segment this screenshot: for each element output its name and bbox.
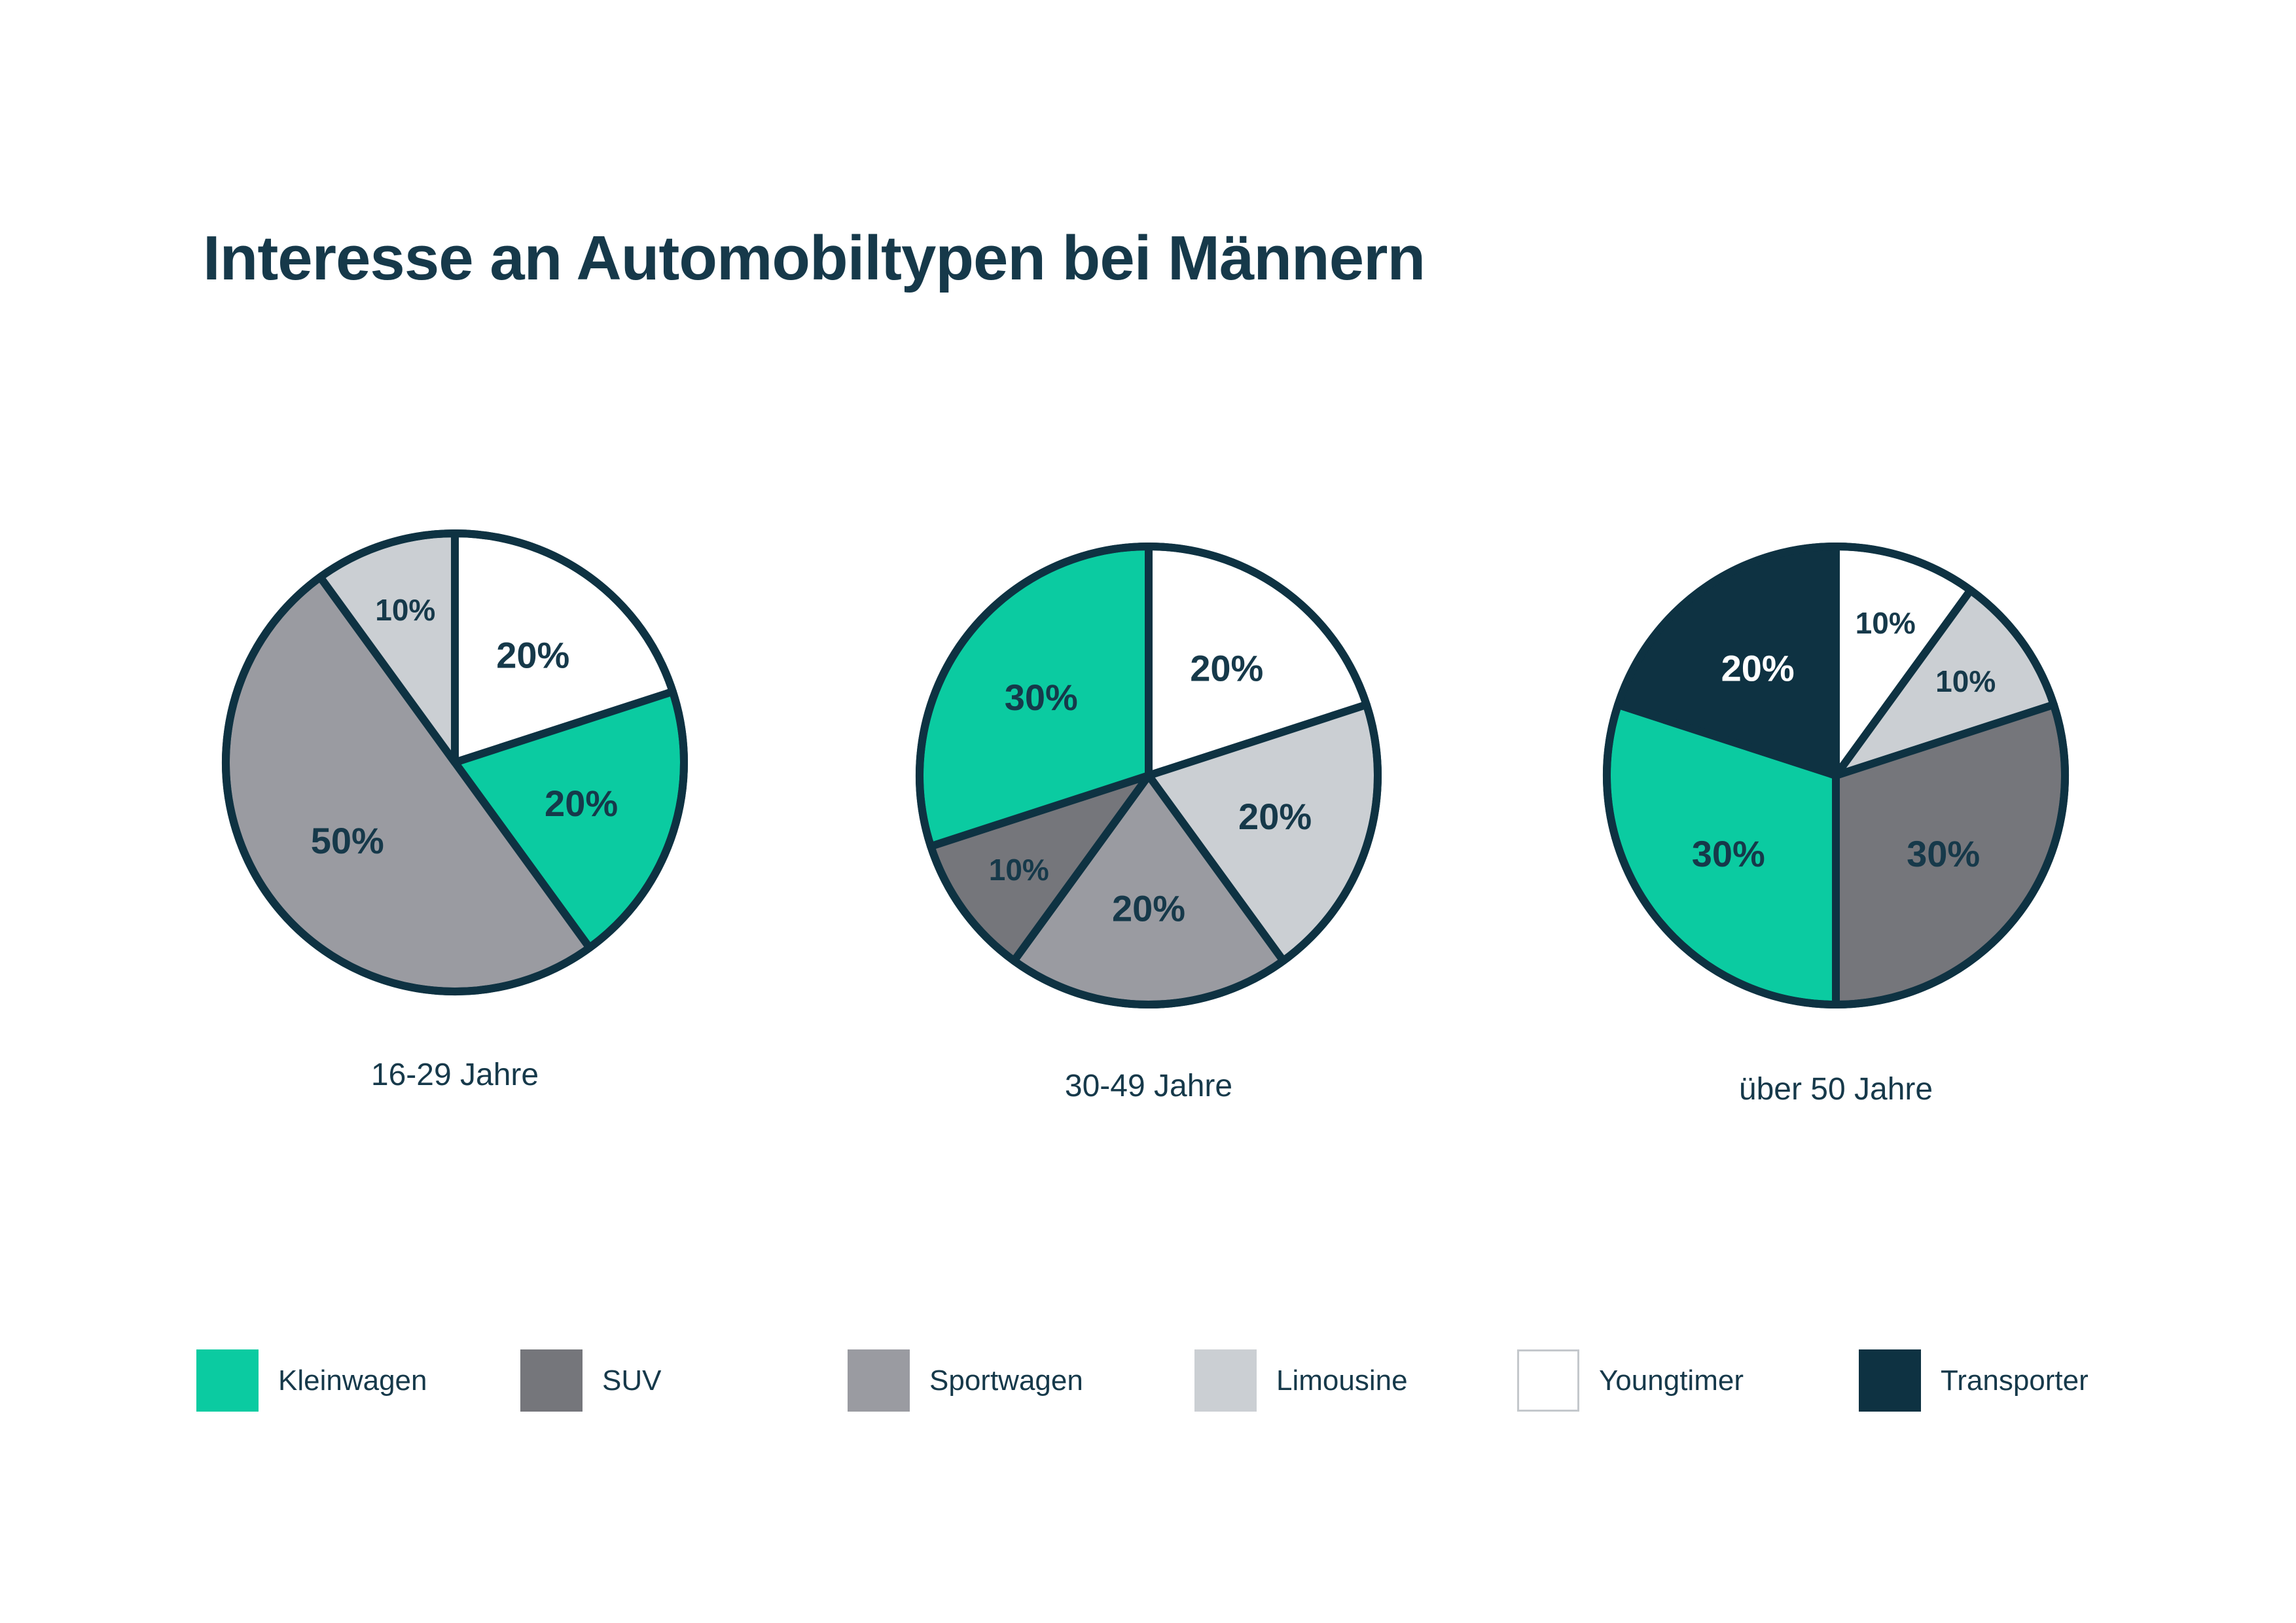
- pie-slice-label: 10%: [1935, 664, 1996, 698]
- legend-item-sportwagen: Sportwagen: [848, 1349, 1083, 1412]
- pie-caption-30-49: 30-49 Jahre: [1064, 1069, 1233, 1103]
- legend-swatch-suv: [520, 1349, 583, 1412]
- pie-slice-label: 10%: [1856, 606, 1916, 640]
- legend-item-suv: SUV: [520, 1349, 661, 1412]
- pie-chart-16-29: 20% 20% 50% 10%: [206, 514, 704, 1011]
- page-title: Interesse an Automobiltypen bei Männern: [203, 223, 1426, 293]
- pie-slice-label: 10%: [375, 593, 435, 627]
- pie-slice-label: 30%: [1907, 833, 1980, 874]
- pie-slice-label: 30%: [1005, 677, 1078, 718]
- legend-swatch-kleinwagen: [196, 1349, 259, 1412]
- pie-svg: 20% 20% 20% 10% 30%: [916, 543, 1382, 1008]
- legend: Kleinwagen SUV Sportwagen Limousine Youn…: [0, 1349, 2296, 1415]
- pie-caption-16-29: 16-29 Jahre: [370, 1058, 539, 1092]
- legend-swatch-limousine: [1194, 1349, 1257, 1412]
- pie-slice-label: 20%: [545, 783, 618, 824]
- pie-caption-ueber-50: über 50 Jahre: [1738, 1072, 1933, 1107]
- pie-chart-ueber-50: 10% 10% 30% 30% 20%: [1587, 527, 2085, 1024]
- legend-label: SUV: [602, 1364, 662, 1397]
- legend-label: Youngtimer: [1599, 1364, 1744, 1397]
- pie-outline: [916, 543, 1382, 1008]
- pie-slice-label: 50%: [311, 820, 384, 861]
- legend-swatch-sportwagen: [848, 1349, 910, 1412]
- pie-outline: [1603, 543, 2069, 1008]
- legend-label: Transporter: [1941, 1364, 2089, 1397]
- pie-svg: 10% 10% 30% 30% 20%: [1603, 543, 2069, 1008]
- pie-slice-label: 20%: [496, 634, 569, 675]
- pie-slice-label: 20%: [1238, 796, 1312, 837]
- legend-label: Limousine: [1276, 1364, 1408, 1397]
- pie-slice-label: 10%: [989, 853, 1049, 887]
- pie-slice-label: 20%: [1190, 647, 1263, 688]
- pie-slice-label: 20%: [1721, 647, 1795, 688]
- pie-svg: 20% 20% 50% 10%: [222, 529, 688, 995]
- legend-item-youngtimer: Youngtimer: [1517, 1349, 1744, 1412]
- legend-swatch-transporter: [1859, 1349, 1921, 1412]
- pie-chart-30-49: 20% 20% 20% 10% 30%: [900, 527, 1397, 1024]
- legend-item-kleinwagen: Kleinwagen: [196, 1349, 427, 1412]
- pie-outline: [222, 529, 688, 995]
- legend-item-limousine: Limousine: [1194, 1349, 1408, 1412]
- pie-slice-label: 30%: [1692, 833, 1765, 874]
- legend-label: Kleinwagen: [278, 1364, 427, 1397]
- legend-label: Sportwagen: [929, 1364, 1083, 1397]
- legend-swatch-youngtimer: [1517, 1349, 1579, 1412]
- legend-item-transporter: Transporter: [1859, 1349, 2089, 1412]
- pie-slice-label: 20%: [1112, 888, 1185, 929]
